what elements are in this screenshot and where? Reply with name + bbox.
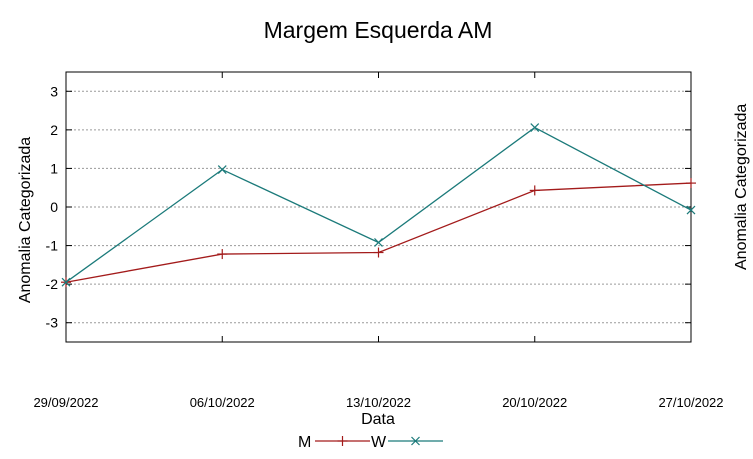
series-layer [61,123,696,288]
data-point [373,247,384,258]
y-tick-label: -2 [46,276,59,292]
y-axis-label: Anomalia Categorizada [17,137,34,303]
data-point [530,123,540,132]
grid [66,90,691,324]
y-tick-label: 0 [50,199,58,215]
x-marker-b [374,238,383,247]
data-point [529,185,540,196]
y-tick-label: -1 [46,238,59,254]
data-point [686,205,696,215]
x-marker-b [217,165,227,175]
data-point [374,238,383,247]
x-tick-label: 20/10/2022 [502,395,567,410]
x-marker-b [530,123,540,132]
legend-label: M [298,434,311,451]
data-point [217,165,227,175]
y-tick-label: 1 [50,160,58,176]
legend-marker [337,436,348,446]
y-tick-label: -3 [46,315,59,331]
x-tick-label: 29/09/2022 [33,395,98,410]
y-tick-label: 2 [50,122,58,138]
x-marker-b [411,436,420,446]
x-tick-label: 27/10/2022 [658,395,723,410]
x-marker-b [61,277,71,287]
series-W [61,123,696,287]
series-M [61,178,696,288]
x-axis-label: Data [361,411,395,428]
legend-marker [411,436,420,446]
series-line [65,126,692,283]
y-tick-label: 3 [50,83,58,99]
x-tick-label: 13/10/2022 [346,395,411,410]
x-axis-ticks: 29/09/2022 06/10/2022 13/10/2022 20/10/2022… [33,72,724,410]
data-point [686,178,696,189]
x-tick-label: 06/10/2022 [190,395,255,410]
series-line [65,182,692,283]
x-marker-b [686,205,696,215]
legend-label: W [371,434,387,451]
data-point [61,277,71,287]
right-y-axis-label-clipped: Anomalia Categorizada [733,104,750,270]
y-axis-ticks: -3 -2 -1 0 1 2 3 [46,83,691,331]
chart-title: Margem Esquerda AM [264,17,493,43]
data-point [217,249,228,260]
